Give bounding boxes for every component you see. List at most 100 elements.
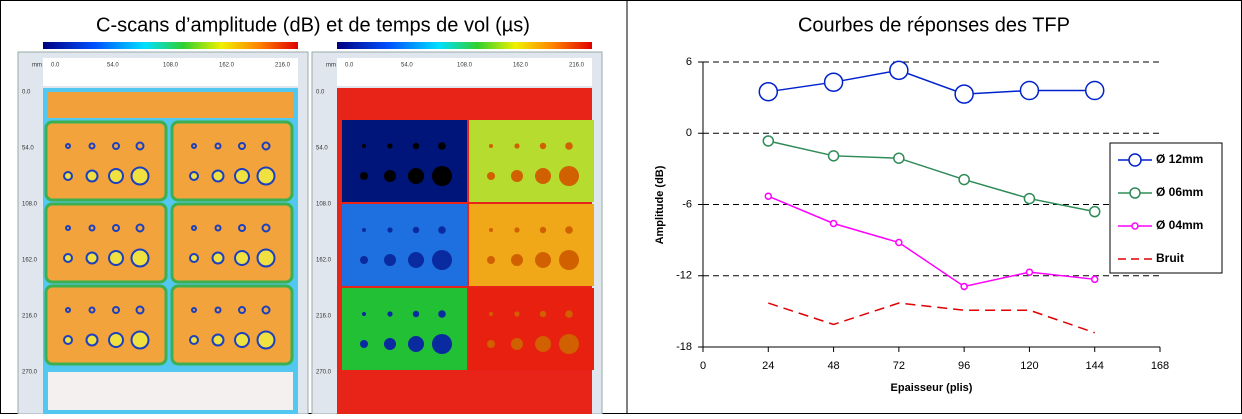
defect (211, 169, 225, 183)
data-point (960, 282, 968, 291)
defect (387, 227, 393, 233)
scan-block (469, 288, 594, 370)
defect (387, 143, 393, 149)
defect (514, 227, 520, 233)
defect (63, 171, 73, 181)
x-tick-label: 0 (700, 360, 706, 372)
x-tick-label: 168 (1151, 360, 1169, 372)
data-point (895, 238, 903, 247)
defect (487, 256, 495, 264)
defect (85, 251, 99, 265)
scan-x-label: 108.0 (457, 63, 473, 69)
defect (238, 142, 246, 150)
data-point (823, 72, 844, 92)
legend-label: Ø 06mm (1156, 185, 1203, 199)
defect (565, 310, 573, 318)
scan-x-label: 108.0 (163, 63, 179, 69)
scan-ruler (43, 58, 298, 86)
y-axis-title: Amplitude (dB) (654, 165, 666, 244)
defect (432, 250, 452, 270)
scan-unit: mm (32, 63, 42, 69)
scan-y-label: 216.0 (316, 314, 332, 320)
defect (539, 226, 547, 234)
defect (112, 142, 120, 150)
defect (63, 253, 73, 263)
defect (535, 336, 551, 352)
defect (487, 340, 495, 348)
defect (535, 252, 551, 268)
defect (539, 142, 547, 150)
defect (234, 168, 250, 184)
defect (559, 334, 579, 354)
defect (362, 228, 366, 232)
y-tick-label: 0 (686, 127, 692, 139)
defect (65, 143, 71, 149)
defect (535, 168, 551, 184)
defect (88, 224, 96, 232)
scan-y-label: 108.0 (22, 202, 38, 208)
series-line (768, 69, 1095, 95)
defect (408, 252, 424, 268)
data-point (758, 81, 779, 102)
defect (256, 330, 276, 350)
defect (559, 166, 579, 186)
defect (412, 226, 420, 234)
defect (85, 169, 99, 183)
x-tick-label: 48 (827, 360, 839, 372)
scan-block (44, 202, 168, 284)
defect (438, 226, 446, 234)
scan-block (44, 120, 168, 202)
data-point (1019, 80, 1040, 101)
defect (112, 306, 120, 314)
defect (135, 305, 145, 315)
legend-label: Ø 12mm (1156, 152, 1203, 166)
x-tick-label: 120 (1020, 360, 1038, 372)
defect (256, 166, 276, 186)
scan-y-label: 216.0 (22, 314, 38, 320)
scan-x-label: 54.0 (107, 63, 119, 69)
defect (189, 171, 199, 181)
scan-x-label: 216.0 (569, 63, 585, 69)
defect (360, 340, 368, 348)
scan-block (170, 202, 294, 284)
defect (130, 248, 150, 268)
defect (408, 168, 424, 184)
x-tick-label: 96 (958, 360, 970, 372)
legend-marker (1129, 187, 1141, 199)
defect (261, 223, 271, 233)
defect (565, 142, 573, 150)
chart: -18 -12 -6 0 6 0 24 48 72 96 120 144 168 Epaisseur (p… (654, 56, 1223, 394)
defect (85, 333, 99, 347)
data-point (829, 219, 838, 228)
y-tick-label: -6 (682, 198, 692, 210)
defect (387, 311, 393, 317)
defect (514, 311, 520, 317)
defect (191, 143, 197, 149)
defect (438, 310, 446, 318)
data-point (954, 84, 974, 104)
defect (511, 254, 523, 266)
defect (191, 225, 197, 231)
scan-y-label: 54.0 (22, 146, 34, 152)
data-point (762, 135, 775, 147)
scan-y-label: 162.0 (316, 258, 332, 264)
defect (384, 254, 396, 266)
scan-x-label: 162.0 (513, 63, 529, 69)
scan-y-label: 108.0 (316, 202, 332, 208)
data-point (958, 173, 970, 186)
scan-x-label: 216.0 (275, 63, 291, 69)
scan-x-label: 0.0 (345, 63, 354, 69)
scan-y-label: 0.0 (22, 90, 31, 96)
data-point (1088, 205, 1101, 218)
defect (238, 306, 246, 314)
scan-y-label: 162.0 (22, 258, 38, 264)
defect (63, 335, 73, 345)
scan-x-label: 54.0 (401, 63, 413, 69)
scan-block (170, 120, 294, 202)
defect (408, 336, 424, 352)
series-line (768, 302, 1095, 334)
defect (261, 305, 271, 315)
defect (432, 166, 452, 186)
series-line (767, 195, 1095, 288)
